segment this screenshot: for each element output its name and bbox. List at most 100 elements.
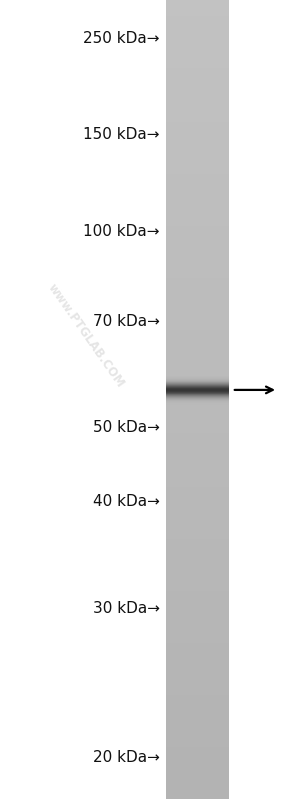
Bar — [166, 583, 229, 586]
Bar — [166, 264, 229, 267]
Bar — [166, 401, 229, 404]
Bar — [166, 665, 229, 668]
Bar — [166, 603, 229, 606]
Bar — [166, 791, 229, 793]
Bar — [166, 749, 229, 752]
Bar — [166, 80, 229, 83]
Bar — [166, 252, 229, 254]
Bar — [166, 687, 229, 690]
Bar — [166, 332, 229, 334]
Bar — [166, 649, 229, 652]
Bar — [166, 364, 229, 366]
Bar — [166, 76, 229, 79]
Bar — [166, 427, 229, 430]
Bar — [166, 309, 229, 312]
Bar — [166, 694, 229, 696]
Bar — [166, 244, 229, 246]
Bar — [166, 137, 229, 141]
Text: 20 kDa→: 20 kDa→ — [93, 750, 160, 765]
Bar — [166, 108, 229, 111]
Bar — [166, 487, 229, 490]
Bar — [166, 337, 229, 340]
Bar — [166, 547, 229, 550]
Bar — [166, 433, 229, 436]
Bar — [166, 502, 229, 504]
Bar — [166, 539, 229, 543]
Bar — [166, 82, 229, 85]
Bar — [166, 763, 229, 765]
Bar — [166, 513, 229, 516]
Bar — [166, 419, 229, 422]
Bar — [166, 385, 229, 388]
Bar — [166, 372, 229, 374]
Bar — [166, 182, 229, 185]
Bar — [166, 277, 229, 280]
Bar — [166, 733, 229, 736]
Bar — [166, 129, 229, 133]
Bar — [166, 62, 229, 65]
Bar — [166, 198, 229, 201]
Bar — [166, 462, 229, 464]
Bar — [166, 68, 229, 71]
Bar — [166, 627, 229, 630]
Bar — [166, 84, 229, 87]
Text: 250 kDa→: 250 kDa→ — [83, 31, 160, 46]
Bar — [166, 697, 229, 700]
Bar — [166, 679, 229, 682]
Bar — [166, 340, 229, 342]
Bar — [166, 120, 229, 123]
Bar — [166, 336, 229, 339]
Bar — [166, 465, 229, 468]
Bar — [166, 293, 229, 296]
Bar — [166, 236, 229, 238]
Bar — [166, 225, 229, 229]
Bar — [166, 633, 229, 636]
Bar — [166, 16, 229, 19]
Bar — [166, 289, 229, 292]
Text: 70 kDa→: 70 kDa→ — [93, 314, 160, 328]
Bar — [166, 713, 229, 716]
Bar — [166, 569, 229, 572]
Bar — [166, 635, 229, 638]
Bar — [166, 695, 229, 698]
Bar — [166, 451, 229, 454]
Bar — [166, 771, 229, 773]
Bar — [166, 526, 229, 528]
Bar — [166, 551, 229, 554]
Bar — [166, 457, 229, 460]
Bar — [166, 497, 229, 500]
Bar — [166, 737, 229, 740]
Bar — [166, 475, 229, 478]
Text: 30 kDa→: 30 kDa→ — [93, 602, 160, 616]
Bar — [166, 675, 229, 678]
Bar — [166, 170, 229, 173]
Bar — [166, 272, 229, 275]
Bar — [166, 228, 229, 230]
Bar — [166, 611, 229, 614]
Bar — [166, 156, 229, 159]
Bar — [166, 747, 229, 749]
Bar — [166, 678, 229, 680]
Bar — [166, 727, 229, 730]
Bar — [166, 56, 229, 59]
Bar — [166, 54, 229, 57]
Bar — [166, 531, 229, 535]
Bar — [166, 703, 229, 706]
Bar — [166, 454, 229, 456]
Bar — [166, 324, 229, 326]
Bar — [166, 72, 229, 75]
Bar — [166, 609, 229, 612]
Bar — [166, 317, 229, 320]
Bar — [166, 190, 229, 193]
Bar — [166, 587, 229, 590]
Bar — [166, 439, 229, 443]
Bar — [166, 718, 229, 720]
Bar — [166, 793, 229, 796]
Bar — [166, 186, 229, 189]
Bar — [166, 767, 229, 769]
Bar — [166, 344, 229, 347]
Bar — [166, 545, 229, 548]
Bar — [166, 374, 229, 376]
Bar — [166, 112, 229, 115]
Bar — [166, 574, 229, 576]
